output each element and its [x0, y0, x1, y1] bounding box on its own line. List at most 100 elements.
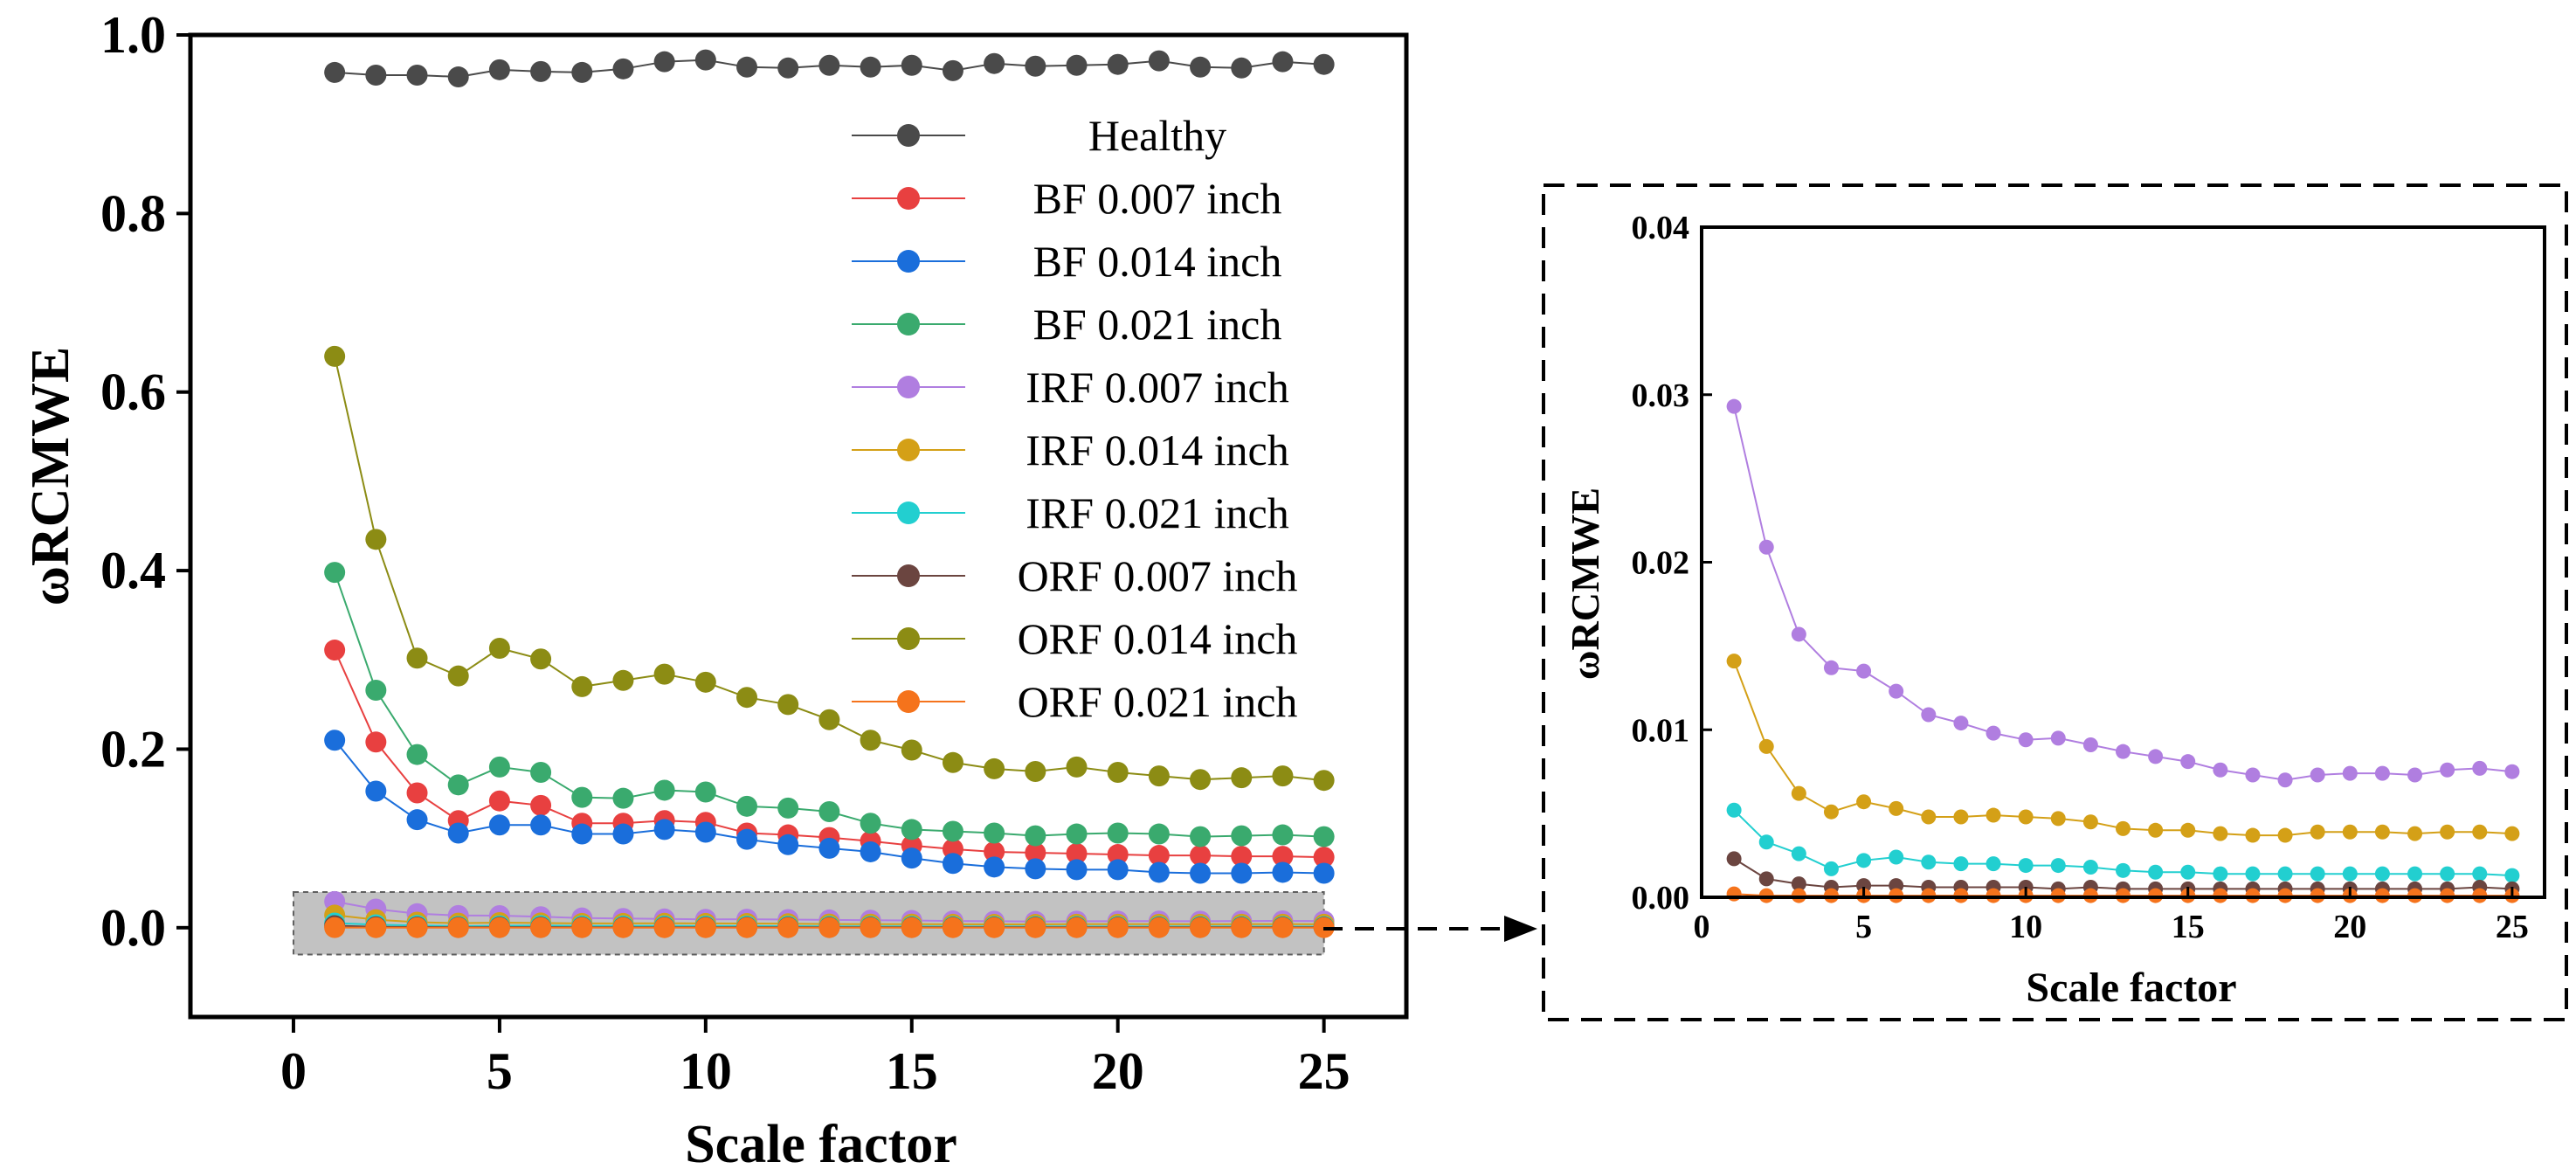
data-point	[777, 834, 799, 855]
legend-entry-orf-0-014-inch: ORF 0.014 inch	[852, 614, 1297, 663]
data-point	[2310, 767, 2325, 783]
data-point	[901, 917, 922, 938]
data-point	[1313, 53, 1335, 75]
inset-chart: 0 5 10 15 20 25 0.00 0.01 0.02 0.03 0.04 Scale fac…	[1542, 183, 2568, 1021]
data-point	[365, 917, 387, 938]
data-point	[2213, 762, 2228, 778]
data-point	[1823, 660, 1839, 675]
data-point	[1856, 853, 1872, 868]
data-point	[2050, 858, 2066, 874]
data-point	[901, 847, 922, 869]
data-point	[1856, 794, 1872, 810]
data-point	[365, 731, 387, 753]
data-point	[901, 739, 922, 761]
inset-x-tick-label: 15	[2172, 909, 2205, 945]
data-point	[1066, 843, 1088, 865]
data-point	[2116, 862, 2131, 878]
y-tick-label: 0.0	[100, 899, 166, 957]
data-point	[1066, 859, 1088, 881]
data-point	[2082, 737, 2098, 753]
legend-marker	[897, 564, 920, 587]
x-tick-label: 20	[1092, 1042, 1144, 1100]
legend-entry-orf-0-021-inch: ORF 0.021 inch	[852, 677, 1297, 726]
data-point	[530, 917, 552, 938]
inset-series-layer	[1726, 398, 2520, 903]
data-point	[2504, 764, 2520, 779]
data-point	[1889, 683, 1904, 699]
data-point	[2018, 858, 2034, 874]
main-plot-frame	[188, 32, 1409, 1020]
data-point	[1148, 845, 1170, 867]
data-point	[571, 786, 593, 808]
data-point	[2440, 824, 2455, 840]
data-point	[2504, 868, 2520, 883]
data-point	[1313, 847, 1335, 868]
data-point	[653, 819, 675, 840]
main-chart: 0 5 10 15 20 25 0.0 0.2 0.4 0.6 0.8 1.0 Scale facto…	[21, 6, 1409, 1174]
series-orf-0-021-inch	[324, 917, 1335, 938]
data-point	[447, 917, 469, 938]
inset-series-irf-0-021-inch	[1726, 802, 2520, 883]
y-tick-label: 1.0	[100, 6, 166, 64]
data-point	[860, 56, 881, 78]
inset-x-tick-label: 20	[2333, 909, 2366, 945]
data-point	[2472, 866, 2488, 882]
data-point	[1758, 738, 1774, 754]
data-point	[2407, 826, 2423, 841]
data-point	[942, 853, 963, 875]
main-ticks-layer: 0 5 10 15 20 25 0.0 0.2 0.4 0.6 0.8 1.0	[100, 6, 1350, 1100]
x-tick-label: 15	[886, 1042, 938, 1100]
data-point	[1066, 54, 1088, 76]
data-point	[2180, 822, 2196, 838]
data-point	[2374, 824, 2390, 840]
legend-entry-irf-0-014-inch: IRF 0.014 inch	[852, 425, 1289, 474]
data-point	[1791, 785, 1806, 801]
legend-marker	[897, 124, 920, 147]
data-point	[2374, 866, 2390, 882]
legend-entry-orf-0-007-inch: ORF 0.007 inch	[852, 551, 1297, 600]
data-point	[2213, 826, 2228, 841]
data-point	[777, 694, 799, 716]
data-point	[2310, 824, 2325, 840]
data-point	[1190, 862, 1212, 884]
data-point	[777, 917, 799, 938]
legend-marker	[897, 627, 920, 650]
data-point	[488, 790, 510, 812]
data-point	[447, 822, 469, 844]
data-point	[1272, 765, 1294, 787]
main-y-axis-label: ωRCMWE	[21, 347, 80, 606]
data-point	[1025, 858, 1046, 880]
legend-entry-bf-0-021-inch: BF 0.021 inch	[852, 300, 1281, 349]
inset-ticks-layer: 0 5 10 15 20 25 0.00 0.01 0.02 0.03 0.04	[1632, 210, 2529, 945]
data-point	[2374, 765, 2390, 781]
data-point	[488, 814, 510, 836]
data-point	[901, 54, 922, 76]
data-point	[1107, 844, 1129, 866]
legend-marker	[897, 439, 920, 461]
data-point	[2245, 827, 2261, 843]
data-point	[1726, 851, 1742, 867]
data-point	[1107, 917, 1129, 938]
data-point	[1066, 756, 1088, 778]
x-tick-label: 10	[680, 1042, 732, 1100]
data-point	[1066, 823, 1088, 845]
data-point	[1313, 862, 1335, 884]
inset-x-tick-label: 5	[1855, 909, 1872, 945]
data-point	[2407, 767, 2423, 783]
data-point	[612, 58, 634, 80]
data-point	[2504, 826, 2520, 841]
data-point	[694, 671, 716, 693]
legend-marker	[897, 313, 920, 336]
data-point	[1231, 862, 1253, 884]
data-point	[1726, 398, 1742, 414]
data-point	[324, 61, 346, 83]
data-point	[818, 709, 840, 730]
data-point	[1953, 809, 1969, 825]
data-point	[1953, 716, 1969, 731]
inset-y-axis-label: ωRCMWE	[1563, 488, 1607, 680]
data-point	[1272, 846, 1294, 868]
data-point	[324, 345, 346, 367]
data-point	[2245, 866, 2261, 882]
inset-y-tick-label: 0.00	[1632, 880, 1690, 917]
legend-marker	[897, 690, 920, 713]
